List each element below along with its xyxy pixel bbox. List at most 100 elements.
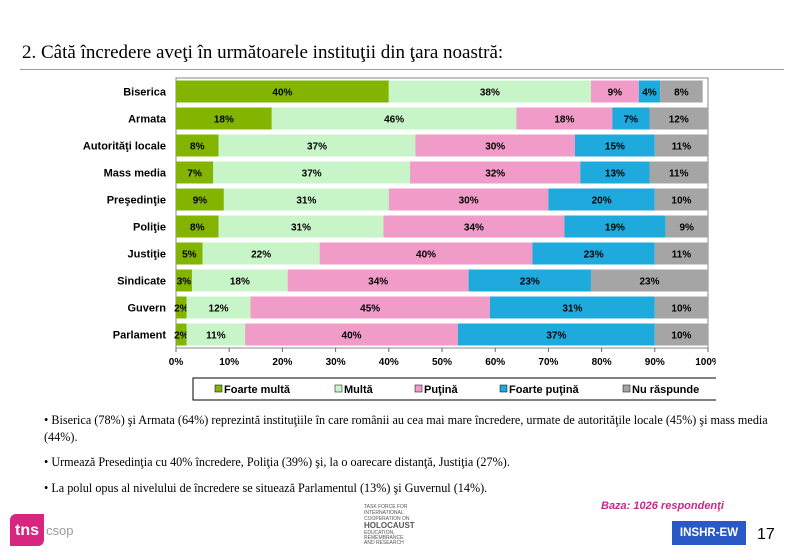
legend-swatch <box>622 384 631 393</box>
svg-text:AND RESEARCH: AND RESEARCH <box>364 540 404 546</box>
bar-segment <box>218 134 416 157</box>
legend-swatch <box>499 384 508 393</box>
data-label: 23% <box>520 277 540 288</box>
svg-text:EDUCATION,: EDUCATION, <box>364 530 394 536</box>
data-label: 32% <box>485 169 505 180</box>
svg-text:COOPERATION ON: COOPERATION ON <box>364 516 410 522</box>
data-label: 11% <box>669 169 689 180</box>
bar-segment <box>548 188 655 211</box>
page-number: 17 <box>757 526 775 543</box>
legend-swatch <box>214 384 223 393</box>
bar-segment <box>654 296 708 319</box>
category-label: Mass media <box>104 168 167 180</box>
x-tick-label: 90% <box>645 357 665 368</box>
bar-segment <box>176 215 219 238</box>
bar-segment <box>457 323 655 346</box>
legend-label: Foarte multă <box>224 384 291 396</box>
bar-segment <box>638 80 661 103</box>
data-label: 5% <box>182 250 197 261</box>
bar-segment <box>213 161 411 184</box>
data-label: 11% <box>206 331 226 342</box>
x-tick-label: 70% <box>538 357 558 368</box>
data-label: 13% <box>605 169 625 180</box>
bar-segment <box>649 161 708 184</box>
x-tick-label: 30% <box>326 357 346 368</box>
legend-label: Nu răspunde <box>632 384 699 396</box>
legend-label: Puţină <box>424 384 458 396</box>
bar-segment <box>649 107 708 130</box>
chart-svg: Biserica 40% 38% 9% 4% 8% Armata 18% 46% 18% 7% 12%… <box>83 77 724 401</box>
data-label: 23% <box>584 250 604 261</box>
category-label: Justiţie <box>127 249 166 261</box>
svg-text:TASK FORCE FOR: TASK FORCE FOR <box>364 504 408 510</box>
data-label: 31% <box>562 304 582 315</box>
data-label: 9% <box>608 88 623 99</box>
bar-segment <box>580 161 650 184</box>
bar-segment <box>202 242 320 265</box>
data-label: 37% <box>307 142 327 153</box>
bar-segment <box>271 107 517 130</box>
data-label: 10% <box>671 196 691 207</box>
bar-segment <box>186 296 251 319</box>
bar-segment <box>575 134 655 157</box>
data-label: 30% <box>485 142 505 153</box>
note-3: • La polul opus al nivelului de încreder… <box>44 480 488 495</box>
bar-segment <box>250 296 490 319</box>
data-label: 34% <box>368 277 388 288</box>
bar-segment <box>654 134 708 157</box>
bar-segment <box>176 107 272 130</box>
data-label: 37% <box>546 331 566 342</box>
data-label: 30% <box>459 196 479 207</box>
inshr-badge: INSHR-EW <box>672 521 746 545</box>
data-label: 18% <box>214 115 234 126</box>
bar-segment <box>176 269 192 292</box>
x-tick-label: 50% <box>432 357 452 368</box>
x-tick-label: 10% <box>219 357 239 368</box>
data-label: 11% <box>672 142 692 153</box>
note-2: • Urmează Presedinţia cu 40% încredere, … <box>44 455 510 469</box>
bar-segment <box>532 242 655 265</box>
bar-segment <box>388 80 591 103</box>
data-label: 31% <box>296 196 316 207</box>
data-label: 22% <box>251 250 271 261</box>
bar-segment <box>388 188 549 211</box>
category-label: Parlament <box>113 330 167 342</box>
data-label: 3% <box>177 277 192 288</box>
category-label: Armata <box>128 114 167 126</box>
bar-segment <box>186 323 246 346</box>
logo-csop-text: csop <box>46 523 74 538</box>
bar-segment <box>245 323 458 346</box>
data-label: 12% <box>669 115 689 126</box>
svg-text:INTERNATIONAL: INTERNATIONAL <box>364 510 404 516</box>
bar-segment <box>176 323 187 346</box>
data-label: 31% <box>291 223 311 234</box>
category-label: Sindicate <box>117 276 166 288</box>
bar-segment <box>660 80 703 103</box>
data-label: 34% <box>464 223 484 234</box>
bar-segment <box>319 242 533 265</box>
data-label: 2% <box>174 331 189 342</box>
data-label: 18% <box>554 115 574 126</box>
data-label: 9% <box>193 196 208 207</box>
bar-segment <box>287 269 469 292</box>
bar-segment <box>176 188 224 211</box>
data-label: 38% <box>480 88 500 99</box>
bar-segment <box>654 242 708 265</box>
data-label: 40% <box>416 250 436 261</box>
title-divider <box>20 69 784 70</box>
category-label: Guvern <box>127 303 166 315</box>
data-label: 45% <box>360 304 380 315</box>
x-tick-label: 40% <box>379 357 399 368</box>
bar-segment <box>665 215 708 238</box>
bar-segment <box>516 107 613 130</box>
bar-segment <box>590 269 708 292</box>
x-tick-label: 60% <box>485 357 505 368</box>
stacked-bar-chart: Biserica 40% 38% 9% 4% 8% Armata 18% 46% 18% 7% 12%… <box>68 70 724 402</box>
data-label: 37% <box>302 169 322 180</box>
data-label: 23% <box>639 277 659 288</box>
bar-segment <box>410 161 581 184</box>
x-tick-label: 20% <box>272 357 292 368</box>
page-title: 2. Câtă încredere aveţi în următoarele i… <box>22 42 504 63</box>
task-force-logo: TASK FORCE FOR INTERNATIONAL COOPERATION… <box>364 504 415 546</box>
bar-segment <box>176 242 203 265</box>
